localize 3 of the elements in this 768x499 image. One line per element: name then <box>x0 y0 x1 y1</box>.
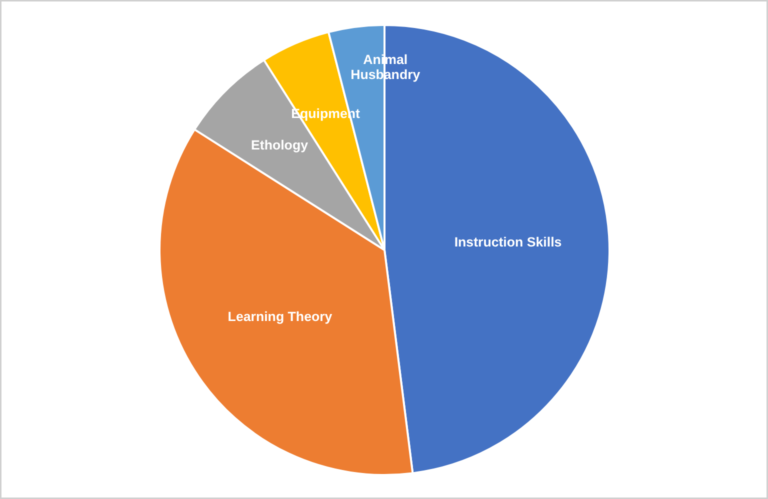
slice-label: Learning Theory <box>228 308 333 324</box>
slice-label: Instruction Skills <box>454 234 562 250</box>
slice-label: Ethology <box>250 137 309 152</box>
